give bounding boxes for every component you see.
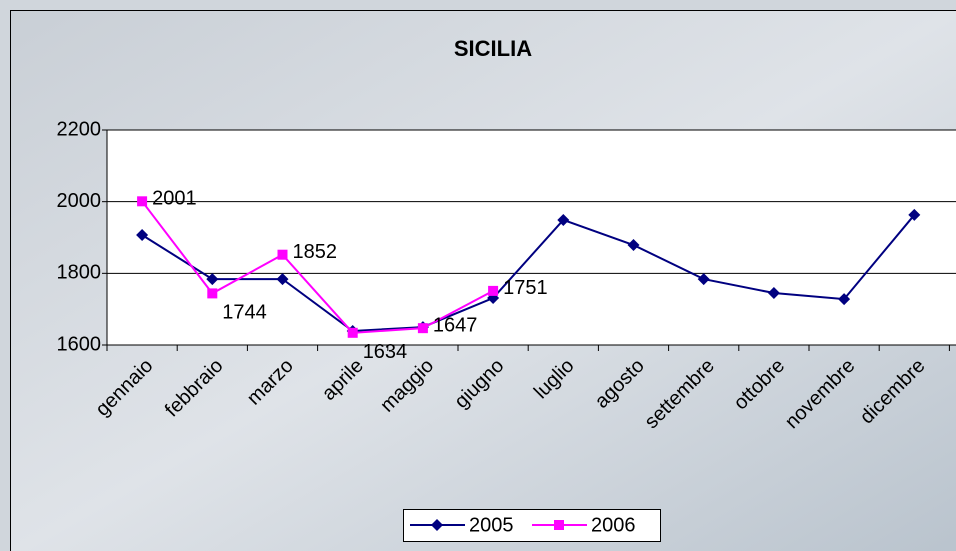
data-point bbox=[347, 327, 358, 338]
y-tick-label: 1800 bbox=[57, 262, 102, 284]
data-point bbox=[838, 293, 851, 306]
legend-label: 2006 bbox=[591, 514, 636, 536]
data-label: 1634 bbox=[363, 341, 408, 363]
data-label: 1647 bbox=[433, 314, 478, 336]
data-label: 1744 bbox=[222, 302, 266, 324]
data-point bbox=[277, 249, 288, 260]
plot-area bbox=[106, 129, 956, 346]
legend-marker bbox=[431, 519, 443, 531]
y-tick-label: 1600 bbox=[57, 333, 102, 355]
data-point bbox=[207, 288, 218, 299]
series-line bbox=[141, 200, 494, 334]
data-point bbox=[136, 228, 149, 241]
data-label: 1852 bbox=[293, 241, 338, 263]
data-point bbox=[767, 287, 780, 300]
data-point bbox=[627, 239, 640, 252]
data-point bbox=[557, 213, 570, 226]
data-point bbox=[137, 196, 148, 207]
y-tick-label: 2000 bbox=[57, 190, 102, 212]
data-point bbox=[206, 273, 219, 286]
series-line bbox=[141, 214, 916, 333]
legend-marker bbox=[554, 520, 564, 530]
data-label: 2001 bbox=[152, 188, 197, 210]
legend-label: 2005 bbox=[469, 514, 514, 536]
y-tick-label: 2200 bbox=[57, 118, 102, 140]
data-point bbox=[908, 208, 921, 221]
chart-title: SICILIA bbox=[454, 36, 532, 61]
data-point bbox=[488, 285, 499, 296]
data-label: 1751 bbox=[503, 277, 547, 299]
data-point bbox=[417, 323, 428, 334]
data-point bbox=[697, 273, 710, 286]
data-point bbox=[276, 273, 289, 286]
